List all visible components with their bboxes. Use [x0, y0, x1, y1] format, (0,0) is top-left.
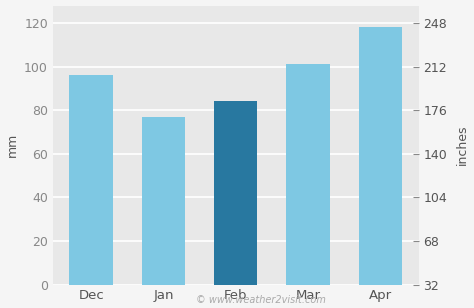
Bar — [142, 117, 185, 285]
Text: © www.weather2visit.com: © www.weather2visit.com — [196, 295, 326, 305]
Y-axis label: inches: inches — [456, 125, 468, 165]
Bar — [70, 75, 113, 285]
Y-axis label: mm: mm — [6, 133, 18, 157]
Bar — [286, 64, 329, 285]
Bar — [358, 27, 402, 285]
Bar — [214, 101, 257, 285]
